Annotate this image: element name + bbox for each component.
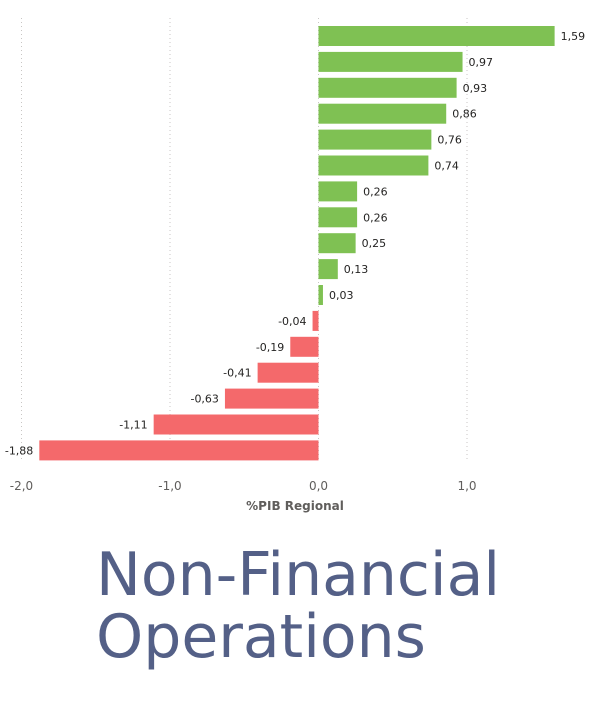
x-tick-label: 0,0	[309, 479, 328, 493]
caption-title: Non-Financial Operations	[96, 544, 500, 668]
bar[interactable]	[318, 233, 356, 254]
bar[interactable]	[39, 440, 319, 461]
bar-data-label: -0,04	[278, 315, 306, 328]
chart-data-labels: 1,59 0,97 0,93 0,86 0,76 0,74 0,26 0,26 0,25 0,13…	[5, 30, 585, 457]
bar-data-label: 0,25	[362, 237, 387, 250]
bar-data-label: 0,13	[344, 263, 369, 276]
bar-data-label: 0,93	[463, 82, 488, 95]
bar-data-label: 0,26	[363, 185, 388, 198]
bar[interactable]	[318, 129, 432, 150]
bar[interactable]	[318, 26, 555, 46]
bar[interactable]	[257, 362, 319, 383]
bar-data-label: 0,26	[363, 211, 388, 224]
chart-x-axis: -2,0 -1,0 0,0 1,0	[10, 479, 477, 493]
caption-line-2: Operations	[96, 602, 426, 672]
bar-data-label: 0,76	[437, 134, 462, 147]
x-axis-title: %PIB Regional	[246, 499, 344, 513]
bar[interactable]	[318, 259, 338, 280]
x-tick-label: -2,0	[10, 479, 33, 493]
bar[interactable]	[224, 388, 319, 409]
bar[interactable]	[290, 336, 319, 357]
bar-data-label: -0,41	[223, 367, 251, 380]
bar[interactable]	[318, 155, 429, 176]
bar-data-label: 0,03	[329, 289, 354, 302]
bar-data-label: -0,63	[190, 393, 218, 406]
caption-line-1: Non-Financial	[96, 540, 501, 610]
bar[interactable]	[318, 181, 358, 202]
bar[interactable]	[318, 207, 358, 228]
bar[interactable]	[153, 414, 319, 435]
x-tick-label: 1,0	[457, 479, 476, 493]
bar-data-label: -1,11	[119, 419, 147, 432]
bar[interactable]	[318, 103, 447, 124]
bar-data-label: 1,59	[561, 30, 586, 43]
bar-data-label: -1,88	[5, 444, 33, 457]
bar[interactable]	[318, 285, 323, 305]
bar-data-label: 0,74	[434, 160, 459, 173]
chart-bars	[39, 26, 555, 461]
bar-chart: 1,59 0,97 0,93 0,86 0,76 0,74 0,26 0,26 0,25 0,13…	[5, 18, 585, 513]
bar-data-label: 0,97	[469, 56, 494, 69]
x-tick-label: -1,0	[158, 479, 181, 493]
bar[interactable]	[318, 77, 457, 98]
bar[interactable]	[318, 51, 463, 72]
bar-data-label: -0,19	[256, 341, 284, 354]
bar[interactable]	[312, 310, 319, 331]
bar-data-label: 0,86	[452, 108, 477, 121]
